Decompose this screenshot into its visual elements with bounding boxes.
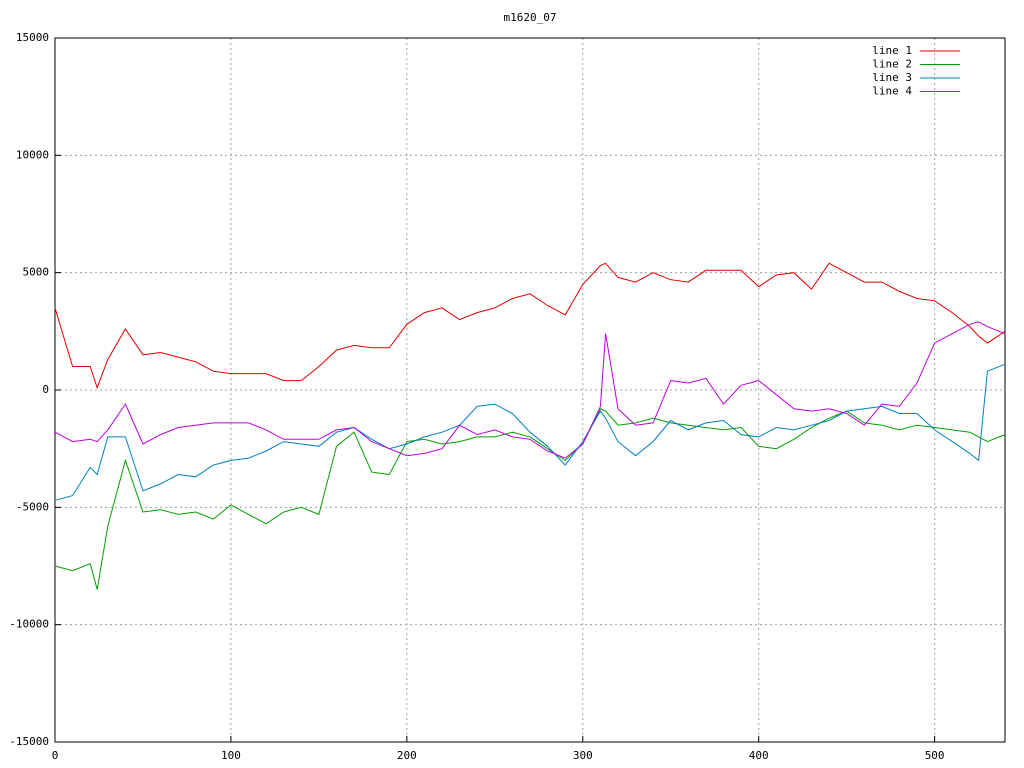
legend-label: line 3 [872,71,912,84]
x-tick-label: 300 [573,749,593,762]
x-tick-label: 400 [749,749,769,762]
series-line [54,408,1006,590]
legend-label: line 4 [872,85,912,98]
y-tick-label: 0 [42,383,49,396]
plot-frame [54,37,1006,743]
y-tick-label: 5000 [23,266,50,279]
y-tick-label: 15000 [16,31,49,44]
x-tick-label: 100 [221,749,241,762]
x-tick-label: 0 [52,749,59,762]
series-line [54,262,1006,390]
series-line [54,363,1006,501]
chart-title: m1620_07 [504,11,557,24]
y-tick-label: -15000 [9,735,49,748]
legend-label: line 2 [872,58,912,71]
y-tick-label: -5000 [16,500,49,513]
y-tick-label: -10000 [9,618,49,631]
x-tick-label: 200 [397,749,417,762]
legend-label: line 1 [872,44,912,57]
y-tick-label: 10000 [16,148,49,161]
x-tick-label: 500 [925,749,945,762]
series-line [54,321,1006,459]
